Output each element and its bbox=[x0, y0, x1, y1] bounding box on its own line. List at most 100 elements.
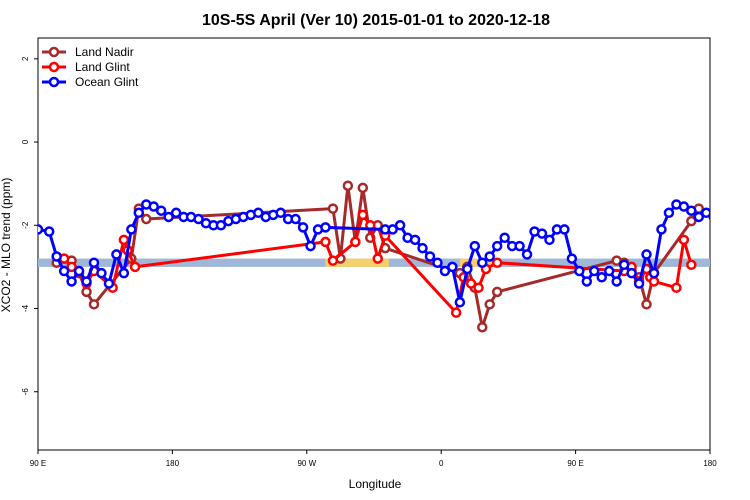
data-point-land-glint bbox=[129, 261, 141, 273]
data-point-land-nadir bbox=[357, 182, 369, 194]
data-point-land-glint bbox=[350, 236, 361, 248]
data-point-land-glint bbox=[678, 234, 690, 246]
data-point-land-glint bbox=[320, 236, 331, 248]
legend-item: Land Glint bbox=[42, 60, 130, 74]
data-point-ocean-glint bbox=[297, 222, 309, 233]
data-point-ocean-glint bbox=[66, 276, 77, 287]
data-point-ocean-glint bbox=[725, 215, 733, 223]
data-point-land-nadir bbox=[342, 180, 354, 191]
plot-frame bbox=[37, 37, 711, 451]
data-point-ocean-glint bbox=[424, 251, 436, 262]
data-point-ocean-glint bbox=[111, 249, 122, 260]
data-point-ocean-glint bbox=[51, 251, 62, 262]
data-point-ocean-glint bbox=[133, 207, 145, 219]
x-tick-label: 180 bbox=[166, 459, 180, 468]
data-point-ocean-glint bbox=[387, 224, 398, 235]
y-tick-label: 2 bbox=[21, 56, 30, 61]
data-point-ocean-glint bbox=[148, 201, 159, 212]
data-point-ocean-glint bbox=[678, 201, 690, 212]
data-point-ocean-glint bbox=[394, 220, 406, 231]
data-point-ocean-glint bbox=[566, 253, 578, 264]
data-point-ocean-glint bbox=[477, 257, 488, 268]
x-axis-label: Longitude bbox=[349, 477, 402, 491]
data-point-ocean-glint bbox=[305, 240, 316, 252]
data-point-ocean-glint bbox=[215, 220, 227, 231]
data-point-land-nadir bbox=[686, 215, 697, 227]
data-point-ocean-glint bbox=[641, 249, 652, 260]
y-axis: 2 0 -2 -4 -6 bbox=[21, 56, 38, 395]
data-point-ocean-glint bbox=[320, 222, 331, 233]
data-point-ocean-glint bbox=[170, 207, 182, 219]
data-point-ocean-glint bbox=[103, 278, 115, 289]
data-point-land-glint bbox=[473, 282, 484, 293]
data-point-ocean-glint bbox=[88, 257, 100, 268]
data-point-ocean-glint bbox=[58, 265, 70, 277]
data-point-land-glint bbox=[357, 209, 369, 221]
data-point-ocean-glint bbox=[581, 276, 593, 287]
plot-area bbox=[37, 37, 733, 451]
y-tick-label: -2 bbox=[21, 221, 30, 229]
data-point-ocean-glint bbox=[253, 207, 264, 219]
data-point-land-glint bbox=[491, 257, 503, 268]
x-tick-label: 90 E bbox=[30, 459, 46, 468]
y-tick-label: -6 bbox=[21, 388, 30, 396]
data-point-ocean-glint bbox=[155, 205, 167, 216]
y-tick-label: 0 bbox=[21, 139, 30, 144]
data-point-land-glint bbox=[118, 234, 130, 246]
data-point-land-glint bbox=[372, 253, 383, 264]
data-point-ocean-glint bbox=[499, 232, 510, 244]
data-point-ocean-glint bbox=[514, 240, 525, 252]
data-point-land-nadir bbox=[484, 299, 495, 310]
x-tick-label: 90 E bbox=[567, 459, 583, 468]
data-point-land-glint bbox=[648, 276, 660, 287]
data-point-ocean-glint bbox=[559, 224, 570, 235]
data-point-ocean-glint bbox=[73, 265, 85, 277]
data-point-ocean-glint bbox=[38, 224, 44, 235]
data-point-ocean-glint bbox=[626, 267, 637, 279]
data-point-ocean-glint bbox=[454, 297, 466, 308]
data-point-ocean-glint bbox=[686, 205, 697, 216]
data-point-land-glint bbox=[66, 261, 77, 273]
data-point-land-glint bbox=[465, 278, 477, 289]
data-point-land-glint bbox=[671, 282, 682, 293]
data-point-ocean-glint bbox=[648, 267, 660, 279]
data-point-ocean-glint bbox=[611, 276, 622, 287]
data-point-ocean-glint bbox=[275, 207, 286, 219]
series-layer bbox=[38, 180, 733, 333]
data-point-land-nadir bbox=[477, 321, 488, 333]
x-axis: 90 E 180 90 W 0 90 E 180 bbox=[30, 450, 717, 468]
y-tick-label: -4 bbox=[21, 304, 30, 312]
series-ocean-glint bbox=[38, 199, 733, 308]
data-point-ocean-glint bbox=[118, 267, 130, 279]
x-tick-label: 90 W bbox=[297, 459, 316, 468]
data-point-ocean-glint bbox=[290, 213, 301, 225]
data-point-land-glint bbox=[450, 307, 462, 318]
x-tick-label: 180 bbox=[703, 459, 717, 468]
data-point-ocean-glint bbox=[491, 240, 503, 252]
data-point-ocean-glint bbox=[693, 211, 705, 223]
data-point-ocean-glint bbox=[163, 211, 174, 223]
data-point-ocean-glint bbox=[193, 213, 204, 225]
data-point-land-nadir bbox=[327, 203, 339, 214]
data-point-ocean-glint bbox=[521, 249, 533, 260]
legend-swatch-marker bbox=[48, 46, 60, 58]
data-point-ocean-glint bbox=[708, 213, 710, 221]
data-point-land-nadir bbox=[491, 286, 503, 298]
data-point-ocean-glint bbox=[603, 265, 615, 277]
data-point-ocean-glint bbox=[439, 265, 451, 277]
data-point-ocean-glint bbox=[663, 207, 675, 219]
data-point-land-nadir bbox=[641, 299, 652, 310]
data-point-ocean-glint bbox=[484, 251, 495, 262]
data-point-ocean-glint bbox=[126, 224, 137, 235]
data-point-ocean-glint bbox=[589, 265, 600, 277]
legend-label: Ocean Glint bbox=[75, 75, 139, 89]
data-point-ocean-glint bbox=[96, 267, 107, 279]
data-point-land-glint bbox=[327, 255, 339, 266]
data-point-ocean-glint bbox=[462, 263, 473, 275]
data-point-ocean-glint bbox=[81, 276, 92, 287]
legend-item: Land Nadir bbox=[42, 45, 134, 59]
data-point-ocean-glint bbox=[447, 261, 458, 273]
data-point-land-nadir bbox=[88, 299, 100, 310]
data-point-ocean-glint bbox=[717, 215, 725, 223]
